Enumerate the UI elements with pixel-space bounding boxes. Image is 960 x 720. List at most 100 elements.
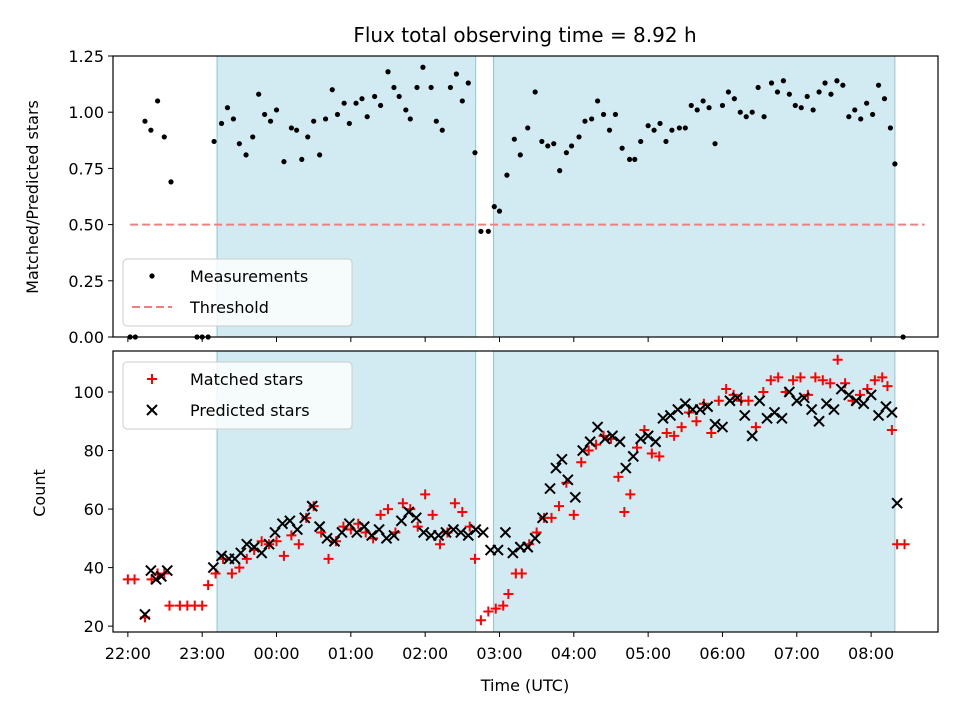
measurement-point — [632, 156, 638, 163]
predicted-star-point — [591, 421, 604, 433]
measurement-point — [420, 64, 426, 70]
predicted-star-point — [477, 526, 489, 539]
matched-star-point — [625, 489, 636, 500]
measurement-point — [256, 91, 262, 97]
predicted-star-point — [248, 541, 260, 553]
predicted-star-point — [544, 482, 556, 495]
measurement-point — [334, 111, 341, 118]
matched-star-point — [795, 372, 806, 383]
measurement-point — [688, 102, 694, 109]
matched-star-point — [568, 509, 579, 520]
measurement-point — [606, 127, 613, 133]
measurement-point — [858, 116, 864, 122]
measurement-point — [539, 138, 545, 145]
chart-title: Flux total observing time = 8.92 h — [353, 23, 696, 47]
measurement-point — [798, 105, 804, 111]
matched-star-point — [503, 588, 514, 599]
predicted-star-point — [235, 547, 247, 559]
measurement-point — [281, 159, 287, 165]
bottom-y-tick-label: 40 — [84, 559, 104, 578]
matched-star-point — [420, 489, 431, 500]
measurement-point — [414, 84, 420, 91]
legend-predicted-marker — [146, 404, 158, 416]
predicted-star-point — [536, 512, 549, 524]
top-y-tick-label: 1.25 — [68, 47, 104, 66]
predicted-star-point — [291, 523, 304, 536]
predicted-star-point — [791, 395, 803, 407]
predicted-star-point — [805, 403, 818, 416]
predicted-star-point — [891, 497, 903, 509]
predicted-star-point — [599, 433, 611, 445]
top-y-tick-label: 0.25 — [68, 272, 104, 291]
measurement-point — [485, 228, 491, 234]
predicted-star-point — [550, 462, 562, 474]
predicted-star-point — [701, 400, 714, 413]
predicted-star-point — [161, 564, 173, 577]
predicted-star-point — [584, 436, 596, 448]
predicted-star-point — [313, 520, 326, 533]
predicted-star-point — [507, 547, 519, 559]
predicted-star-point — [776, 412, 788, 425]
measurement-point — [168, 179, 174, 185]
measurement-point — [453, 71, 459, 77]
measurement-point — [428, 84, 434, 91]
predicted-star-point — [746, 430, 758, 442]
matched-star-point — [427, 509, 438, 520]
measurement-point — [329, 87, 335, 93]
matched-star-point — [877, 372, 888, 383]
legend-matched-label: Matched stars — [190, 370, 303, 389]
measurement-point — [532, 89, 538, 95]
predicted-star-point — [850, 395, 862, 407]
measurement-point — [816, 89, 822, 95]
top-y-tick-label: 0.50 — [68, 216, 104, 235]
matched-star-point — [886, 425, 897, 436]
matched-star-point — [750, 422, 761, 433]
predicted-star-point — [820, 397, 833, 410]
measurement-point — [385, 69, 391, 75]
measurement-point — [780, 78, 787, 84]
x-tick-label: 07:00 — [774, 644, 820, 663]
measurement-point — [161, 134, 167, 140]
matched-star-point — [654, 451, 665, 462]
predicted-star-point — [462, 529, 474, 542]
matched-star-point — [457, 506, 468, 517]
measurement-point — [834, 78, 840, 84]
legend-matched-marker — [147, 374, 157, 384]
measurement-point — [359, 96, 365, 102]
legend-measurement-marker — [149, 273, 155, 279]
measurement-point — [243, 152, 249, 158]
measurement-point — [600, 111, 607, 118]
top-y-axis-label: Matched/Predicted stars — [23, 100, 42, 294]
measurement-point — [346, 120, 352, 127]
predicted-star-point — [886, 406, 898, 419]
measurement-point — [612, 111, 619, 118]
matched-star-point — [301, 512, 312, 523]
matched-star-point — [646, 448, 657, 459]
predicted-star-point — [606, 430, 619, 442]
measurement-point — [447, 84, 454, 91]
matched-star-point — [449, 498, 460, 509]
measurement-point — [576, 134, 582, 140]
matched-star-point — [475, 615, 486, 626]
predicted-star-point — [835, 383, 848, 395]
measurement-point — [761, 114, 767, 120]
measurement-point — [676, 125, 682, 131]
legend-measurements-label: Measurements — [190, 267, 308, 286]
matched-star-point — [743, 395, 754, 406]
predicted-star-point — [351, 526, 363, 539]
bottom-y-tick-label: 60 — [84, 500, 104, 519]
predicted-star-point — [380, 532, 393, 545]
bottom-y-tick-label: 20 — [84, 617, 104, 636]
top-shaded-interval-2 — [493, 55, 896, 338]
measurement-point — [459, 98, 465, 104]
measurement-point — [875, 82, 882, 88]
matched-star-point — [546, 512, 557, 523]
measurement-point — [491, 204, 497, 210]
predicted-star-point — [145, 564, 157, 577]
matched-star-point — [676, 422, 687, 433]
predicted-star-point — [529, 532, 541, 545]
measurement-point — [273, 107, 280, 113]
bottom-panel-plot-area: 20 40 60 80 100 22:00 23:00 00:00 01:00 02:00 03:0… — [73, 350, 939, 663]
matched-star-point — [483, 606, 494, 617]
measurement-point — [322, 116, 329, 122]
